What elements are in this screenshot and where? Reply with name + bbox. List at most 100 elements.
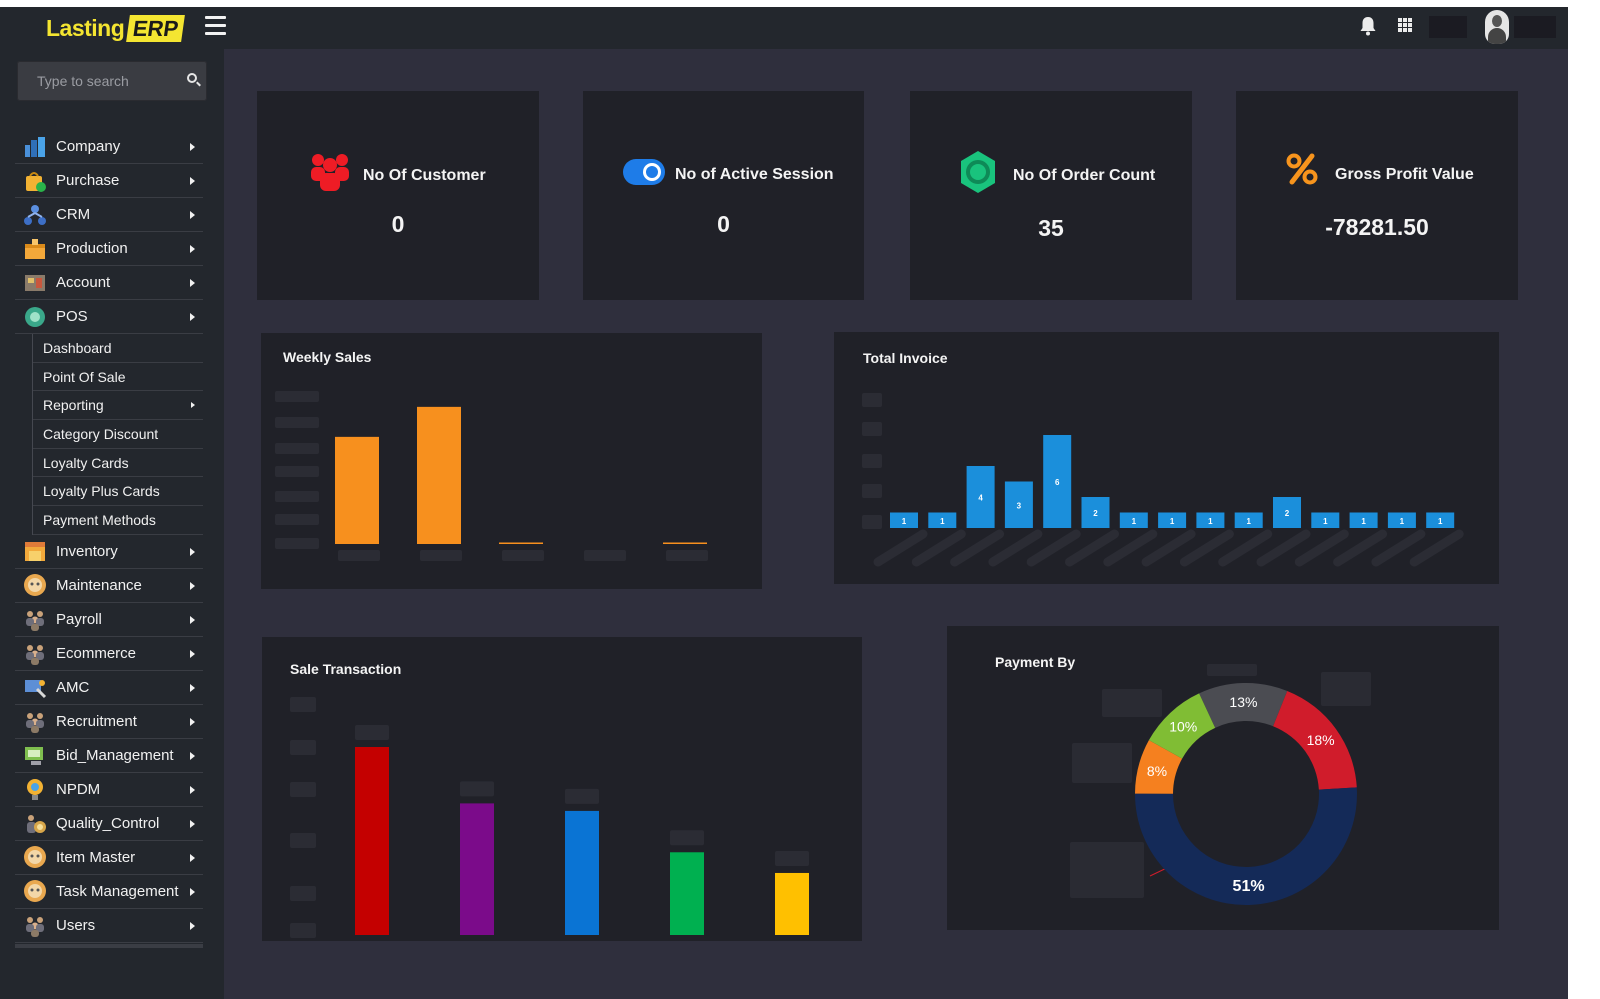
chevron-right-icon — [190, 751, 195, 760]
users-icon — [309, 151, 351, 198]
sidebar-item-production[interactable]: Production — [15, 232, 203, 266]
sidebar-item-maintenance[interactable]: Maintenance — [15, 569, 203, 603]
chevron-right-icon — [190, 887, 195, 896]
gear-face-icon — [23, 845, 47, 869]
chevron-right-icon — [190, 853, 195, 862]
building-icon — [23, 135, 47, 159]
stat-title: No of Active Session — [675, 166, 834, 183]
data-label: 3 — [1017, 501, 1022, 510]
chevron-right-icon — [190, 717, 195, 726]
shopping-bag-icon — [23, 169, 47, 193]
x-tick-label — [338, 550, 380, 561]
stat-title: Gross Profit Value — [1335, 166, 1474, 183]
pie-slice — [1273, 690, 1357, 790]
brand-badge: ERP — [126, 15, 186, 42]
bar — [1004, 481, 1033, 528]
sidebar-item-npdm[interactable]: NPDM — [15, 773, 203, 807]
data-label: 1 — [902, 517, 907, 526]
sidebar-item-quality-control[interactable]: Quality_Control — [15, 807, 203, 841]
box-icon — [23, 237, 47, 261]
submenu-item-dashboard[interactable]: Dashboard — [33, 334, 203, 363]
data-label: 1 — [1438, 517, 1443, 526]
y-tick-label — [862, 393, 882, 407]
bar — [1158, 512, 1187, 528]
apps-grid-icon[interactable] — [1397, 17, 1413, 38]
bar — [670, 852, 704, 935]
user-avatar[interactable] — [1485, 10, 1509, 44]
payment-by-panel: Payment By 13% 18% 51% 8% 10% — [947, 626, 1499, 930]
sidebar-item-label: Payroll — [56, 610, 102, 628]
x-tick-label — [1371, 529, 1426, 567]
bar — [1119, 512, 1148, 528]
sidebar-item-item-master[interactable]: Item Master — [15, 841, 203, 875]
bar — [1273, 497, 1301, 528]
idea-icon — [23, 777, 47, 801]
bar — [1196, 512, 1225, 528]
data-label — [460, 781, 494, 797]
sidebar-item-account[interactable]: Account — [15, 266, 203, 300]
search-input[interactable] — [37, 71, 177, 91]
submenu-item-category-discount[interactable]: Category Discount — [33, 420, 203, 449]
sidebar-item-payroll[interactable]: Payroll — [15, 603, 203, 637]
sidebar: Company Purchase CRM Production Account … — [0, 49, 224, 999]
sidebar-item-pos[interactable]: POS — [15, 300, 203, 334]
chart-title: Weekly Sales — [283, 349, 372, 365]
brand-logo[interactable]: Lasting ERP — [46, 15, 186, 42]
submenu-item-point-of-sale[interactable]: Point Of Sale — [33, 363, 203, 392]
slice-label: 13% — [1229, 694, 1257, 710]
y-tick-label — [290, 833, 316, 848]
y-tick-label — [275, 538, 319, 549]
sidebar-item-task-management[interactable]: Task Management — [15, 875, 203, 909]
sidebar-item-label: Ecommerce — [56, 644, 137, 662]
sidebar-item-label: Company — [56, 138, 121, 155]
quality-icon — [23, 811, 47, 835]
sidebar-item-bid-management[interactable]: Bid_Management — [15, 739, 203, 773]
sidebar-item-crm[interactable]: CRM — [15, 198, 203, 232]
sidebar-item-company[interactable]: Company — [15, 130, 203, 164]
data-label: 2 — [1285, 509, 1290, 518]
stat-card-order-count: No Of Order Count 35 — [910, 91, 1192, 300]
legend-label — [1102, 689, 1162, 717]
chevron-right-icon — [190, 547, 195, 556]
y-tick-label — [290, 782, 316, 797]
submenu-item-loyalty-plus-cards[interactable]: Loyalty Plus Cards — [33, 477, 203, 507]
submenu-item-payment-methods[interactable]: Payment Methods — [33, 506, 203, 535]
team-icon — [23, 709, 47, 734]
y-tick-label — [862, 515, 882, 529]
bar — [1426, 512, 1455, 528]
sale-transaction-chart — [290, 697, 809, 938]
sidebar-item-users[interactable]: Users — [15, 909, 203, 943]
sidebar-item-label: Item Master — [56, 848, 136, 866]
bar — [565, 810, 599, 935]
submenu-item-loyalty-cards[interactable]: Loyalty Cards — [33, 449, 203, 478]
total-invoice-chart: 1 1 4 3 6 2 1 1 1 1 2 1 1 1 1 — [862, 393, 1464, 567]
x-tick-label — [988, 529, 1043, 567]
sidebar-item-recruitment[interactable]: Recruitment — [15, 705, 203, 739]
bar — [1234, 512, 1263, 528]
y-tick-label — [290, 886, 316, 901]
bell-icon[interactable] — [1359, 15, 1377, 42]
submenu-item-reporting[interactable]: Reporting — [33, 391, 203, 421]
chevron-right-icon — [190, 615, 195, 624]
hamburger-menu-icon[interactable] — [205, 16, 226, 38]
search-icon[interactable] — [187, 73, 197, 83]
legend-label — [1321, 672, 1371, 706]
y-tick-label — [275, 514, 319, 525]
sidebar-item-amc[interactable]: AMC — [15, 671, 203, 705]
data-label: 1 — [1361, 517, 1366, 526]
x-tick-label — [1141, 529, 1196, 567]
chevron-right-icon — [190, 581, 195, 590]
sidebar-item-purchase[interactable]: Purchase — [15, 164, 203, 198]
weekly-sales-panel: Weekly Sales — [261, 333, 762, 589]
data-label: 1 — [1132, 517, 1137, 526]
gear-face-icon — [23, 573, 47, 597]
accounting-icon — [23, 271, 47, 295]
sidebar-item-inventory[interactable]: Inventory — [15, 535, 203, 569]
data-label: 1 — [1246, 517, 1251, 526]
sidebar-item-ecommerce[interactable]: Ecommerce — [15, 637, 203, 671]
pie-slice — [1148, 693, 1216, 759]
user-name-placeholder[interactable] — [1514, 16, 1556, 38]
sale-transaction-panel: Sale Transaction — [262, 637, 862, 941]
pie-slice — [1135, 787, 1357, 905]
bar — [663, 542, 707, 544]
